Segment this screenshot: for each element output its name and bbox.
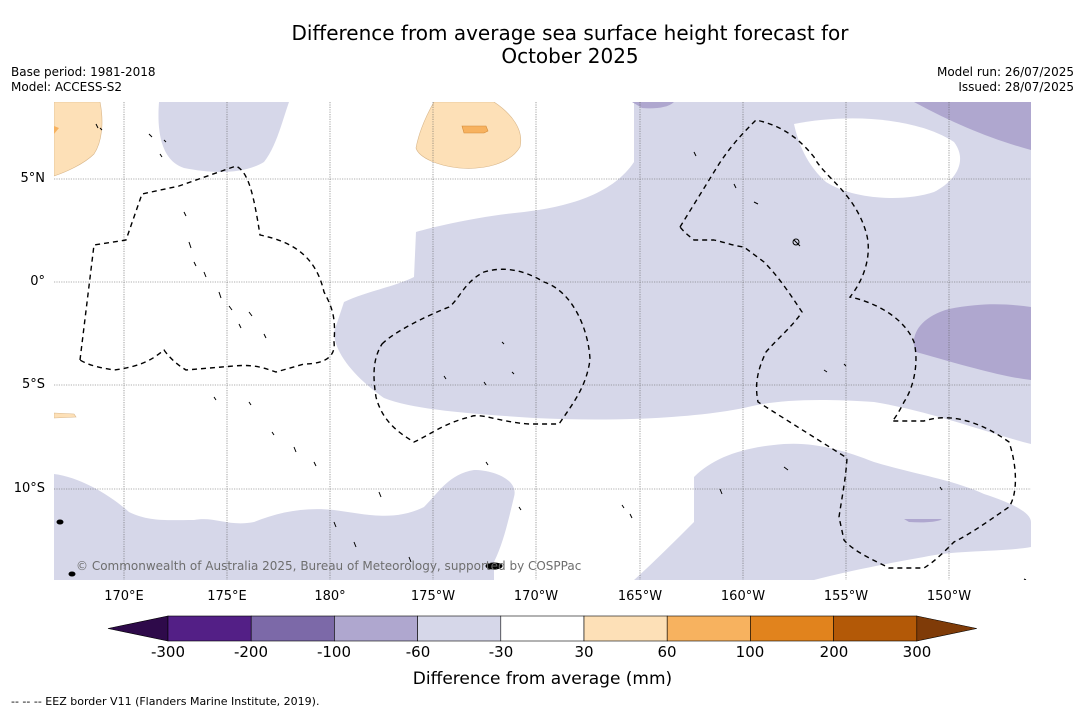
colorbar-segment — [417, 615, 502, 642]
colorbar-tick-n300: -300 — [150, 643, 186, 661]
colorbar-tick-300: 300 — [902, 643, 932, 661]
colorbar-under-arrow — [107, 615, 169, 642]
colorbar — [107, 615, 977, 642]
colorbar-over-arrow — [916, 615, 977, 642]
lon-label-165w: 165°W — [617, 589, 663, 604]
colorbar-tick-100: 100 — [735, 643, 765, 661]
anomaly-region-purple-small-right — [904, 519, 942, 523]
anomaly-region-lavender-right-lower — [634, 443, 1031, 580]
model-text: Model: ACCESS-S2 — [11, 80, 123, 94]
lat-label-5s: 5°S — [21, 377, 45, 392]
colorbar-segment — [833, 615, 918, 642]
map-gridlines — [54, 102, 1031, 580]
anomaly-region-orange-light-top-left — [54, 102, 103, 177]
eez-borders — [79, 119, 1017, 569]
lon-label-180: 180° — [314, 589, 346, 604]
meta-left: Base period: 1981-2018 Model: ACCESS-S2 — [11, 65, 156, 95]
lon-label-160w: 160°W — [720, 589, 766, 604]
map-title-line1: Difference from average sea surface heig… — [291, 21, 849, 45]
lat-label-5n: 5°N — [20, 171, 46, 186]
colorbar-segment — [250, 615, 335, 642]
anomaly-region-lavender-upper-left — [158, 102, 289, 172]
lon-label-150w: 150°W — [926, 589, 972, 604]
anomaly-region-white-upper-right — [794, 118, 961, 198]
colorbar-segment — [583, 615, 668, 642]
map-svg — [54, 102, 1031, 580]
colorbar-tick-30: 30 — [574, 643, 594, 661]
colorbar-tick-n60: -60 — [405, 643, 431, 661]
map-title: Difference from average sea surface heig… — [0, 22, 1085, 68]
anomaly-region-orange-mid-top-center — [461, 125, 489, 134]
map-title-line2: October 2025 — [501, 44, 639, 68]
colorbar-segment — [334, 615, 418, 642]
lat-label-0: 0° — [30, 274, 45, 289]
anomaly-region-orange-mid-top-left — [54, 126, 59, 134]
lon-label-170w: 170°W — [513, 589, 559, 604]
eez-border-line-islands — [679, 119, 1017, 569]
colorbar-segment — [500, 615, 585, 642]
lon-label-175w: 175°W — [410, 589, 456, 604]
eez-legend-note: -- -- -- EEZ border V11 (Flanders Marine… — [11, 695, 320, 708]
colorbar-tick-n30: -30 — [488, 643, 514, 661]
colorbar-tick-200: 200 — [819, 643, 849, 661]
copyright-text: © Commonwealth of Australia 2025, Bureau… — [76, 559, 582, 573]
anomaly-region-purple-top-center — [632, 102, 674, 109]
colorbar-tick-n100: -100 — [316, 643, 352, 661]
colorbar-tick-n200: -200 — [233, 643, 269, 661]
colorbar-segment — [167, 615, 252, 642]
anomaly-region-orange-light-top-center — [415, 102, 522, 169]
eez-border-kiribati-gilbert — [79, 165, 336, 373]
map-area[interactable] — [54, 102, 1031, 580]
meta-right: Model run: 26/07/2025 Issued: 28/07/2025 — [937, 65, 1074, 95]
issued-text: Issued: 28/07/2025 — [958, 80, 1074, 94]
lon-label-175e: 175°E — [207, 589, 247, 604]
anomaly-region-orange-light-left-mid — [54, 412, 77, 419]
anomaly-region-purple-right — [913, 304, 1031, 380]
colorbar-label: Difference from average (mm) — [412, 669, 673, 689]
anomaly-region-lavender-left-lower — [54, 470, 515, 580]
colorbar-tick-60: 60 — [657, 643, 677, 661]
lon-label-170e: 170°E — [104, 589, 144, 604]
lat-label-10s: 10°S — [13, 481, 45, 496]
lon-label-155w: 155°W — [823, 589, 869, 604]
island-markers — [56, 123, 1027, 580]
anomaly-region-purple-top-right — [914, 102, 1031, 150]
eez-border-phoenix — [373, 268, 591, 443]
model-run-text: Model run: 26/07/2025 — [936, 65, 1074, 79]
colorbar-segment — [750, 615, 834, 642]
colorbar-segment — [666, 615, 751, 642]
base-period-text: Base period: 1981-2018 — [11, 65, 156, 79]
